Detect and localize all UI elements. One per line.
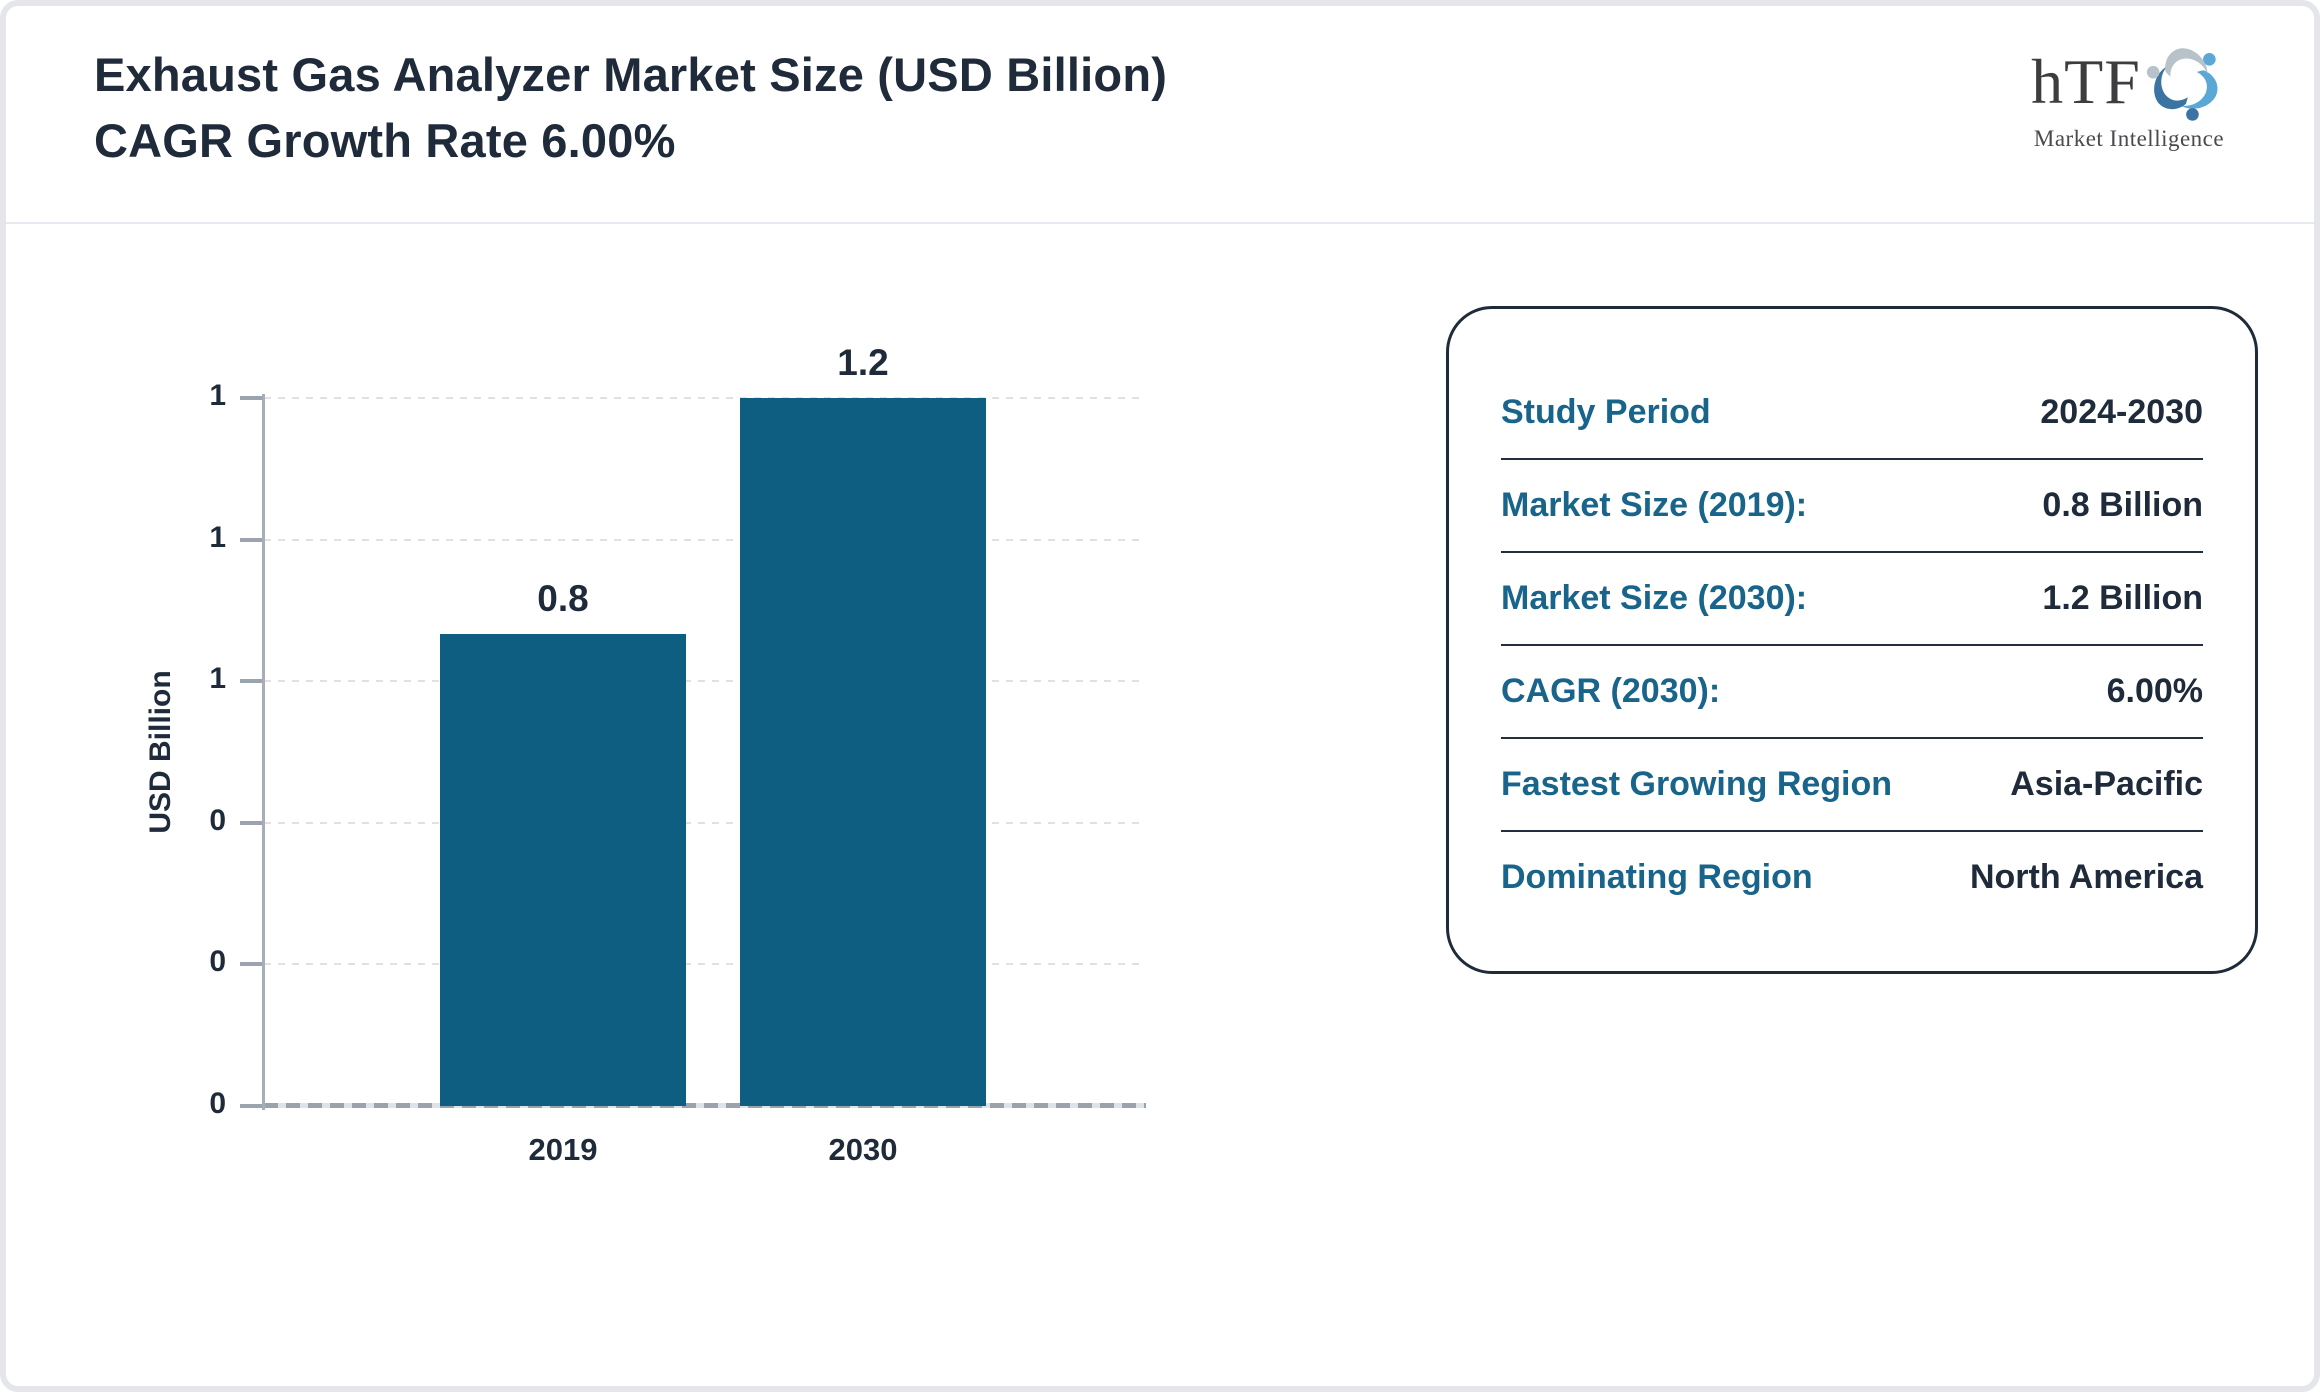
gridline (264, 397, 1146, 399)
y-axis-tick (240, 537, 262, 542)
info-value: 2024-2030 (2040, 393, 2203, 431)
info-label: Market Size (2030): (1501, 579, 1808, 617)
y-axis-tick (240, 962, 262, 967)
info-value: Asia-Pacific (2010, 765, 2203, 803)
gridline (264, 963, 1146, 966)
info-row-market-size-2030: Market Size (2030): 1.2 Billion (1501, 553, 2203, 644)
info-row-cagr: CAGR (2030): 6.00% (1501, 646, 2203, 737)
info-label: Fastest Growing Region (1501, 765, 1893, 803)
y-tick-label: 0 (209, 1087, 226, 1120)
plot-area: 0 0 0 1 1 1 0.8 2019 1.2 2030 (209, 342, 1146, 1167)
info-separator (1501, 551, 2203, 553)
y-axis-tick (240, 679, 262, 684)
y-axis-tick (240, 396, 262, 400)
y-tick-label: 0 (209, 803, 226, 837)
bar-value-label: 1.2 (837, 342, 889, 383)
info-row-market-size-2019: Market Size (2019): 0.8 Billion (1501, 460, 2203, 551)
logo-text: hTF (2031, 46, 2141, 117)
y-axis-tick (240, 820, 262, 825)
logo-subtext: Market Intelligence (2033, 126, 2225, 151)
info-row-dominating-region: Dominating Region North America (1501, 832, 2203, 923)
bar-2019 (440, 634, 686, 1106)
info-value: 1.2 Billion (2042, 579, 2203, 617)
info-separator (1501, 737, 2203, 739)
x-axis-category-label: 2019 (528, 1132, 598, 1167)
logo-swirl-icon (2146, 48, 2218, 121)
title-line-1: Exhaust Gas Analyzer Market Size (USD Bi… (94, 48, 1168, 101)
logo-top: hTF (2031, 40, 2227, 124)
bar-2030 (740, 398, 986, 1106)
y-tick-label: 0 (209, 945, 226, 979)
y-tick-label: 1 (209, 662, 226, 696)
y-tick-label: 1 (209, 520, 226, 554)
gridline (264, 680, 1146, 683)
x-axis-category-label: 2030 (828, 1132, 898, 1167)
title-line-2: CAGR Growth Rate 6.00% (94, 114, 676, 167)
gridline (264, 538, 1146, 541)
gridline (264, 821, 1146, 824)
info-row-study-period: Study Period 2024-2030 (1501, 367, 2203, 458)
info-value: North America (1969, 858, 2203, 896)
info-value: 0.8 Billion (2042, 486, 2203, 524)
header-separator (6, 222, 2314, 224)
y-axis-line (262, 394, 265, 1110)
info-separator (1501, 644, 2203, 646)
info-separator (1501, 830, 2203, 832)
info-row-fastest-growing-region: Fastest Growing Region Asia-Pacific (1501, 739, 2203, 830)
info-value: 6.00% (2106, 672, 2203, 710)
y-tick-label: 1 (209, 379, 226, 412)
info-card: Study Period 2024-2030 Market Size (2019… (1446, 306, 2258, 974)
x-axis-baseline (264, 1103, 1146, 1108)
info-label: Study Period (1501, 393, 1711, 431)
bar-value-label: 0.8 (537, 578, 589, 619)
info-separator (1501, 458, 2203, 460)
htf-logo: hTF Market Intelligence (2004, 40, 2254, 152)
info-label: Market Size (2019): (1501, 486, 1808, 524)
info-label: Dominating Region (1501, 858, 1813, 896)
info-label: CAGR (2030): (1501, 672, 1721, 710)
y-axis-tick (240, 1104, 262, 1108)
page-title: Exhaust Gas Analyzer Market Size (USD Bi… (94, 42, 1167, 174)
